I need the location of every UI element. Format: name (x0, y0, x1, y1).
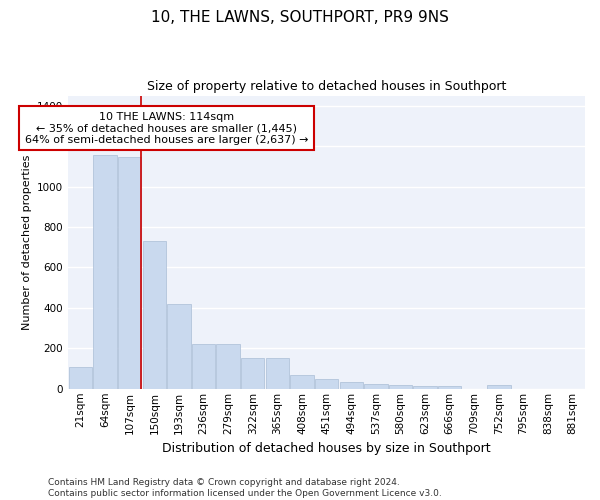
Bar (217, 344, 240, 389)
Title: Size of property relative to detached houses in Southport: Size of property relative to detached ho… (147, 80, 506, 93)
Bar (118, 156, 142, 389)
Bar (241, 358, 265, 389)
Y-axis label: Number of detached properties: Number of detached properties (22, 154, 32, 330)
Bar (340, 382, 363, 389)
Bar (94, 155, 117, 389)
Bar (143, 241, 166, 389)
Bar (413, 386, 437, 389)
Bar (364, 384, 388, 389)
X-axis label: Distribution of detached houses by size in Southport: Distribution of detached houses by size … (162, 442, 491, 455)
Text: 10 THE LAWNS: 114sqm
← 35% of detached houses are smaller (1,445)
64% of semi-de: 10 THE LAWNS: 114sqm ← 35% of detached h… (25, 112, 308, 145)
Bar (315, 378, 338, 389)
Bar (438, 386, 461, 389)
Bar (266, 358, 289, 389)
Bar (167, 304, 191, 389)
Bar (290, 375, 314, 389)
Bar (69, 366, 92, 389)
Bar (487, 385, 511, 389)
Bar (389, 384, 412, 389)
Text: Contains HM Land Registry data © Crown copyright and database right 2024.
Contai: Contains HM Land Registry data © Crown c… (48, 478, 442, 498)
Bar (192, 344, 215, 389)
Text: 10, THE LAWNS, SOUTHPORT, PR9 9NS: 10, THE LAWNS, SOUTHPORT, PR9 9NS (151, 10, 449, 25)
